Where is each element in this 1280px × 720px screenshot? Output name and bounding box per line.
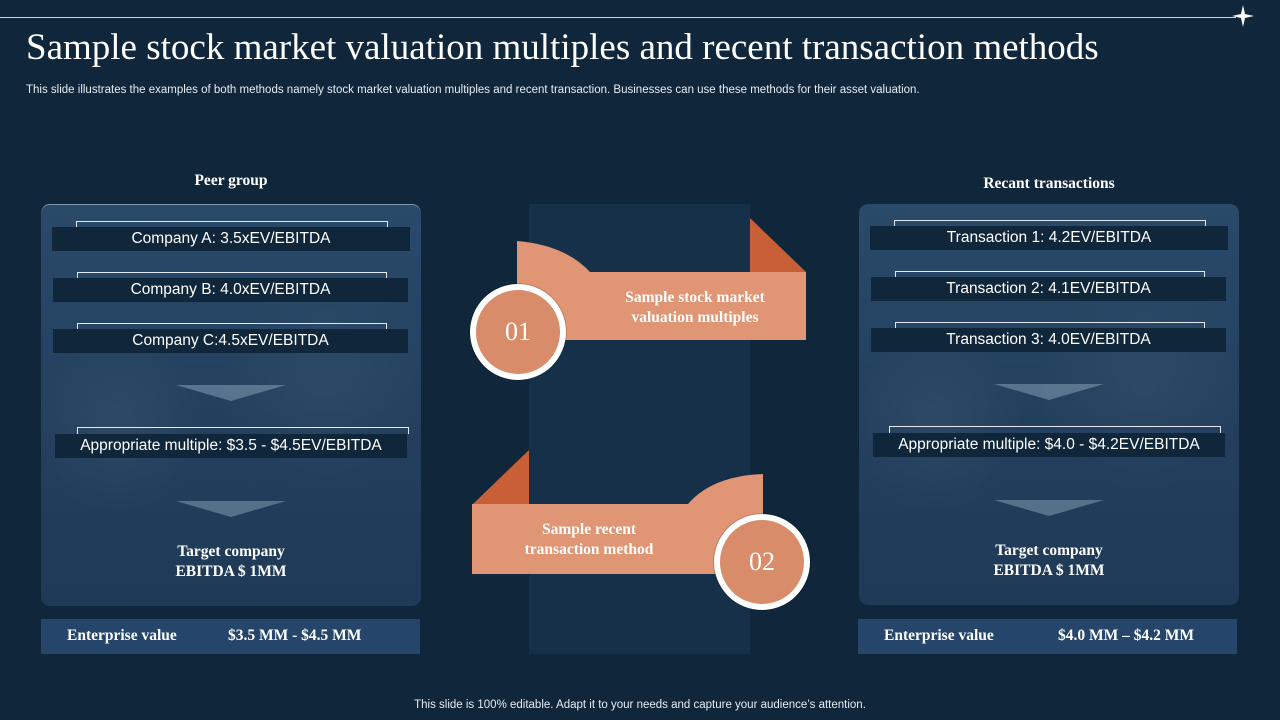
target-ebitda-value: EBITDA $ 1MM [175,563,287,580]
sparkle-star-icon [1232,5,1254,27]
item-bracket [895,271,1205,278]
transaction-item-3: Transaction 3: 4.0EV/EBITDA [871,328,1226,352]
peer-item-a: Company A: 3.5xEV/EBITDA [52,227,410,251]
step1-label: Sample stock market valuation multiples [590,288,800,328]
panel-texture [859,204,1239,605]
step1-line1: Sample stock market [625,289,765,306]
step2-line1: Sample recent [542,521,636,538]
ribbon-step-2 [472,450,763,574]
ev-value-right: $4.0 MM – $4.2 MM [1058,627,1195,644]
chevron-down-icon [994,500,1104,516]
target-company-left: Target company EBITDA $ 1MM [41,542,421,582]
transaction-item-2: Transaction 2: 4.1EV/EBITDA [871,277,1226,301]
item-bracket [77,272,387,279]
appropriate-multiple-right: Appropriate multiple: $4.0 - $4.2EV/EBIT… [873,433,1225,457]
step1-line2: valuation multiples [631,309,759,326]
item-bracket [76,221,388,228]
transaction-item-1: Transaction 1: 4.2EV/EBITDA [870,226,1228,250]
ribbon-step-1 [517,218,806,340]
chevron-down-icon [994,384,1104,400]
ev-value-left: $3.5 MM - $4.5 MM [228,627,362,644]
top-divider-line [0,17,1236,18]
enterprise-value-left: Enterprise value $3.5 MM - $4.5 MM [41,619,420,654]
enterprise-value-right: Enterprise value $4.0 MM – $4.2 MM [858,619,1237,654]
item-bracket [77,427,409,434]
slide-footer: This slide is 100% editable. Adapt it to… [414,699,866,711]
item-bracket [895,322,1205,329]
ev-label-right: Enterprise value [884,627,994,644]
left-panel-heading: Peer group [194,172,268,189]
item-bracket [77,323,387,330]
slide-title: Sample stock market valuation multiples … [26,27,1099,68]
recent-transactions-panel: Transaction 1: 4.2EV/EBITDA Transaction … [859,204,1239,605]
peer-item-c: Company C:4.5xEV/EBITDA [53,329,408,353]
peer-group-panel: Company A: 3.5xEV/EBITDA Company B: 4.0x… [41,204,421,606]
step2-line2: transaction method [524,541,654,558]
panel-texture [41,205,421,606]
item-bracket [894,220,1206,227]
appropriate-multiple-left: Appropriate multiple: $3.5 - $4.5EV/EBIT… [55,434,407,458]
step2-number-badge: 02 [714,514,810,610]
ev-label-left: Enterprise value [67,627,177,644]
peer-item-b: Company B: 4.0xEV/EBITDA [53,278,408,302]
target-ebitda-value: EBITDA $ 1MM [993,562,1105,579]
chevron-down-icon [176,501,286,517]
step2-label: Sample recent transaction method [484,520,694,560]
slide-subtitle: This slide illustrates the examples of b… [26,84,920,96]
chevron-down-icon [176,385,286,401]
target-company-label: Target company [995,542,1103,559]
target-company-label: Target company [177,543,285,560]
step1-number-badge: 01 [470,284,566,380]
target-company-right: Target company EBITDA $ 1MM [859,541,1239,581]
item-bracket [889,426,1221,433]
right-panel-heading: Recant transactions [983,175,1115,192]
